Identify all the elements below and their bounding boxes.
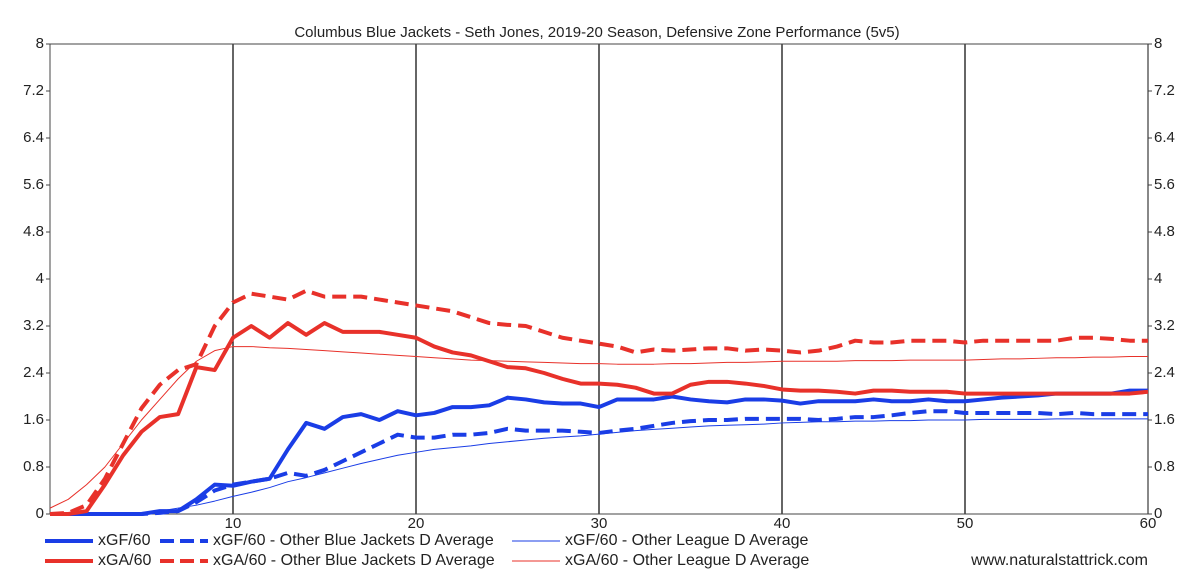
y2-tick-label: 7.2 — [1154, 82, 1175, 99]
y2-tick-label: 4 — [1154, 270, 1162, 287]
y2-tick-label: 0.8 — [1154, 458, 1175, 475]
x-tick-label: 40 — [774, 515, 791, 532]
y-tick-label: 0.8 — [23, 458, 44, 475]
y2-tick-label: 0 — [1154, 505, 1162, 522]
y-tick-label: 4 — [36, 270, 44, 287]
y2-tick-label: 3.2 — [1154, 317, 1175, 334]
series-line — [49, 346, 1148, 509]
y-tick-label: 7.2 — [23, 82, 44, 99]
y-tick-label: 0 — [36, 505, 44, 522]
y2-tick-label: 8 — [1154, 35, 1162, 52]
legend-label: xGF/60 - Other League D Average — [565, 532, 809, 549]
series-line — [50, 321, 1149, 516]
x-tick-label: 30 — [591, 515, 608, 532]
y2-tick-label: 1.6 — [1154, 411, 1175, 428]
series-line — [49, 288, 1148, 516]
plot-border — [49, 43, 1149, 515]
y-tick-label: 6.4 — [23, 129, 44, 146]
legend-label: xGA/60 - Other League D Average — [565, 552, 809, 569]
y-tick-label: 1.6 — [23, 411, 44, 428]
y2-tick-label: 6.4 — [1154, 129, 1175, 146]
x-tick-label: 10 — [225, 515, 242, 532]
legend-label: xGF/60 - Other Blue Jackets D Average — [213, 532, 494, 549]
source: www.naturalstattrick.com — [970, 552, 1148, 569]
y-tick-label: 8 — [36, 35, 44, 52]
y-tick-label: 2.4 — [23, 364, 44, 381]
x-tick-label: 20 — [408, 515, 425, 532]
y-tick-label: 5.6 — [23, 176, 44, 193]
x-tick-label: 60 — [1140, 515, 1157, 532]
y-tick-label: 3.2 — [23, 317, 44, 334]
series-line — [50, 409, 1148, 516]
chart-title: Columbus Blue Jackets - Seth Jones, 2019… — [294, 24, 899, 41]
y2-tick-label: 4.8 — [1154, 223, 1175, 240]
y2-tick-label: 5.6 — [1154, 176, 1175, 193]
legend-label: xGF/60 — [98, 532, 151, 549]
series-line — [50, 418, 1148, 515]
legend-label: xGA/60 - Other Blue Jackets D Average — [213, 552, 495, 569]
y2-tick-label: 2.4 — [1154, 364, 1175, 381]
x-tick-label: 50 — [957, 515, 974, 532]
legend-label: xGA/60 — [98, 552, 151, 569]
y-tick-label: 4.8 — [23, 223, 44, 240]
